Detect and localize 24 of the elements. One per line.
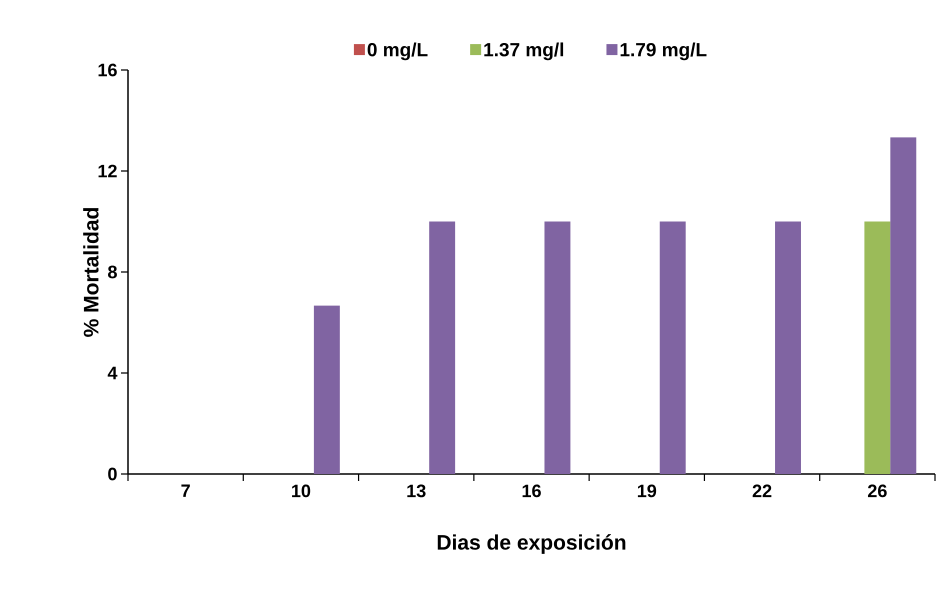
bar: [544, 222, 570, 474]
bar: [864, 222, 890, 474]
legend-label: 0 mg/L: [368, 42, 428, 60]
y-tick-label: 0: [108, 468, 117, 480]
x-tick-label: 16: [522, 484, 541, 498]
y-axis-title: % Mortalidad: [83, 208, 99, 337]
x-tick-label: 10: [292, 484, 310, 498]
bar: [660, 222, 686, 474]
x-tick-label: 22: [752, 484, 772, 498]
x-axis-title: Dias de exposición: [438, 534, 626, 554]
y-tick-label: 16: [98, 64, 117, 76]
x-tick-label: 13: [407, 484, 426, 498]
bar: [775, 222, 801, 474]
legend-label: 1.37 mg/l: [484, 42, 564, 60]
x-tick-label: 7: [181, 484, 190, 497]
y-tick-label: 8: [108, 266, 117, 278]
bar: [314, 306, 340, 474]
y-tick-label: 12: [98, 164, 117, 178]
bar: [429, 222, 456, 474]
x-tick-label: 26: [868, 484, 887, 498]
legend-label: 1.79 mg/L: [620, 42, 706, 60]
bar: [890, 137, 916, 474]
y-tick-label: 4: [108, 366, 118, 380]
x-tick-label: 19: [638, 484, 656, 498]
